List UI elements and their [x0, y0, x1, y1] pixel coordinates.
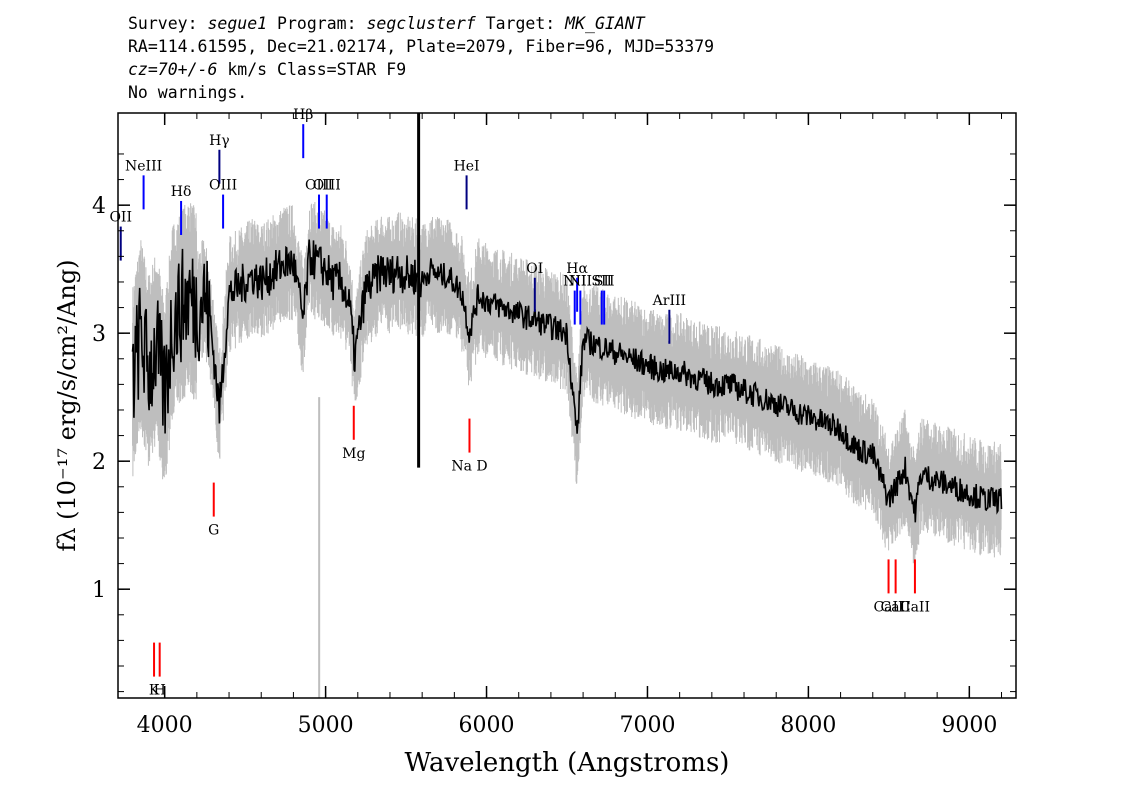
program-value: segclusterf [366, 14, 476, 33]
spectrum-header: Survey: segue1 Program: segclusterf Targ… [128, 12, 714, 104]
line-label-7: OIII [313, 178, 341, 194]
target-label: Target: [485, 14, 556, 33]
x-tick-label-5: 9000 [941, 713, 997, 738]
line-label-14: SII [594, 274, 615, 290]
line-label-20: Na D [451, 459, 487, 475]
line-label-15: ArIII [652, 293, 686, 309]
y-tick-label-1: 2 [92, 450, 106, 475]
x-axis-label: Wavelength (Angstroms) [405, 748, 730, 778]
line-label-23: CaII [900, 599, 930, 615]
line-label-11: Hα [566, 261, 588, 277]
line-label-2: Hδ [171, 184, 192, 200]
header-line-4: No warnings. [128, 83, 248, 102]
line-label-21: CaII [873, 599, 903, 615]
line-label-12: NII [569, 274, 592, 290]
line-label-13: SII [591, 274, 612, 290]
flux-series [131, 113, 1003, 523]
line-label-18: G [208, 523, 219, 539]
header-line-1: Survey: segue1 Program: segclusterf Targ… [128, 12, 714, 35]
x-tick-label-1: 5000 [298, 713, 354, 738]
x-tick-label-0: 4000 [137, 713, 193, 738]
survey-value: segue1 [207, 14, 268, 33]
line-label-19: Mg [342, 446, 365, 462]
header-line-3: cz=70+/-6 km/s Class=STAR F9 [128, 58, 714, 81]
line-label-0: OII [109, 210, 132, 226]
class-info: km/s Class=STAR F9 [227, 60, 407, 79]
y-tick-label-0: 1 [92, 578, 106, 603]
plot-frame [117, 112, 1017, 699]
program-label: Program: [277, 14, 357, 33]
x-tick-label-3: 7000 [619, 713, 675, 738]
error-band-strokes [132, 202, 1002, 564]
line-label-22: CaII [881, 599, 911, 615]
flux-line [131, 239, 1003, 523]
line-label-1: NeIII [125, 158, 162, 174]
axis-ticks: 4000 5000 6000 7000 8000 9000 1 2 3 4 [92, 113, 1016, 738]
line-label-4: OIII [209, 178, 237, 194]
target-value: MK_GIANT [565, 14, 645, 33]
y-axis-label: fλ (10⁻¹⁷ erg/s/cm²/Ang) [53, 259, 81, 551]
line-label-9: OI [526, 261, 543, 277]
x-tick-label-2: 6000 [459, 713, 515, 738]
line-label-6: OIII [305, 178, 333, 194]
line-label-5: Hβ [293, 107, 313, 123]
redshift-value: cz=70+/-6 [128, 60, 218, 79]
survey-label: Survey: [128, 14, 198, 33]
header-line-2: RA=114.61595, Dec=21.02174, Plate=2079, … [128, 37, 715, 56]
y-tick-label-3: 4 [92, 194, 106, 219]
y-tick-label-2: 3 [92, 322, 106, 347]
line-label-3: Hγ [209, 133, 230, 149]
line-label-16: K [149, 683, 160, 699]
line-label-17: H [154, 683, 166, 699]
line-label-10: NII [563, 274, 586, 290]
x-tick-label-4: 8000 [780, 713, 836, 738]
line-label-8: HeI [454, 158, 480, 174]
